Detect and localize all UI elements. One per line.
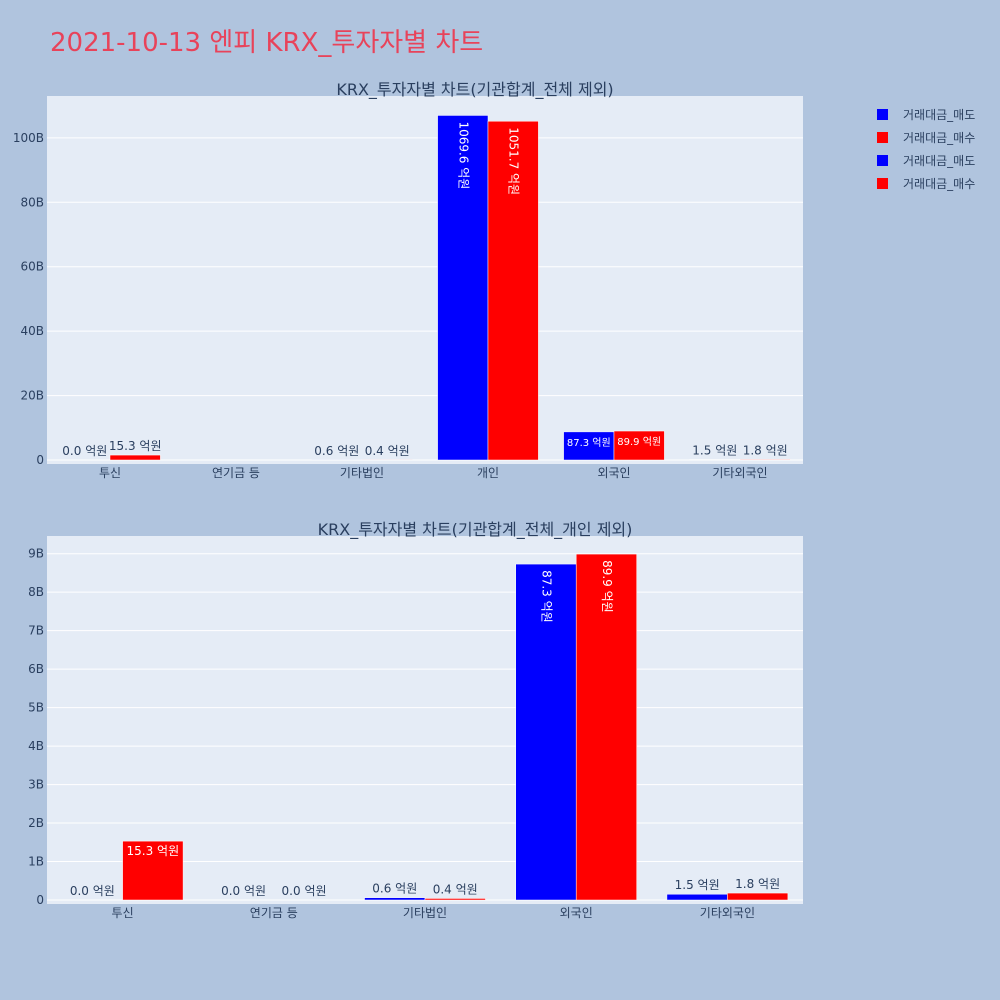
y-tick-label: 20B xyxy=(20,389,44,403)
data-label: 0.6 억원 xyxy=(314,444,359,458)
bar-buy xyxy=(727,892,789,901)
chart-title: KRX_투자자별 차트(기관합계_전체_개인 제외) xyxy=(318,520,633,540)
legend-swatch xyxy=(877,132,888,143)
bar-sell xyxy=(515,563,577,901)
data-label: 1.5 억원 xyxy=(675,878,720,892)
chart-1: 0 20B 40B 60B 80B 100B KRX_투자자별 차트(기관합계_전체 제외)… xyxy=(13,80,803,480)
y-tick-label: 0 xyxy=(36,893,44,907)
plot-area xyxy=(47,96,803,464)
x-tick-label: 투신 xyxy=(99,466,121,480)
data-label: 89.9 억원 xyxy=(600,560,614,613)
y-tick-label: 80B xyxy=(20,195,44,209)
legend-item: 거래대금_매도 xyxy=(877,154,975,168)
bar-buy xyxy=(575,553,637,901)
legend-label: 거래대금_매수 xyxy=(903,177,975,191)
x-tick-label: 기타외국인 xyxy=(712,466,767,480)
bar-buy xyxy=(487,120,539,461)
page-title: 2021-10-13 엔피 KRX_투자자별 차트 xyxy=(50,28,484,58)
y-tick-label: 6B xyxy=(28,662,44,676)
legend-swatch xyxy=(877,178,888,189)
y-tick-label: 40B xyxy=(20,324,44,338)
x-tick-label: 개인 xyxy=(477,466,499,480)
legend-item: 거래대금_매도 xyxy=(877,108,975,122)
chart-title: KRX_투자자별 차트(기관합계_전체 제외) xyxy=(336,80,613,100)
legend-label: 거래대금_매도 xyxy=(903,154,975,168)
data-label: 0.0 억원 xyxy=(70,884,115,898)
bar-sell xyxy=(563,431,615,461)
data-label: 1069.6 억원 xyxy=(456,121,470,189)
data-label: 87.3 억원 xyxy=(567,437,611,449)
y-tick-label: 0 xyxy=(36,453,44,467)
data-label: 0.0 억원 xyxy=(221,884,266,898)
legend-item: 거래대금_매수 xyxy=(877,177,975,191)
data-label: 0.0 억원 xyxy=(282,884,327,898)
y-tick-label: 2B xyxy=(28,816,44,830)
legend-swatch xyxy=(877,155,888,166)
x-tick-label: 기타외국인 xyxy=(700,906,755,920)
bar-buy xyxy=(424,898,486,901)
legend-swatch xyxy=(877,109,888,120)
data-label: 0.4 억원 xyxy=(433,882,478,896)
legend-item: 거래대금_매수 xyxy=(877,131,975,145)
bar-sell xyxy=(364,897,426,901)
data-label: 0.6 억원 xyxy=(372,882,417,896)
x-tick-label: 기타법인 xyxy=(403,906,447,920)
data-label: 1.8 억원 xyxy=(743,443,788,457)
x-tick-label: 연기금 등 xyxy=(212,466,260,480)
legend-label: 거래대금_매도 xyxy=(903,108,975,122)
y-tick-label: 60B xyxy=(20,260,44,274)
data-label: 15.3 억원 xyxy=(109,439,162,453)
data-label: 87.3 억원 xyxy=(539,570,553,623)
data-label: 0.0 억원 xyxy=(62,444,107,458)
x-tick-label: 연기금 등 xyxy=(250,906,298,920)
data-label: 1.5 억원 xyxy=(692,444,737,458)
data-label: 1.8 억원 xyxy=(735,877,780,891)
data-label: 15.3 억원 xyxy=(127,844,180,858)
y-tick-label: 8B xyxy=(28,585,44,599)
data-label: 1051.7 억원 xyxy=(507,127,521,195)
y-tick-label: 100B xyxy=(13,131,44,145)
y-tick-label: 9B xyxy=(28,547,44,561)
x-tick-label: 외국인 xyxy=(597,466,630,480)
y-tick-label: 7B xyxy=(28,624,44,638)
x-tick-label: 투신 xyxy=(112,906,134,920)
bar-buy xyxy=(122,840,184,901)
y-tick-label: 3B xyxy=(28,778,44,792)
legend-label: 거래대금_매수 xyxy=(903,131,975,145)
x-tick-label: 외국인 xyxy=(560,906,593,920)
bar-buy xyxy=(739,459,791,461)
bar-buy xyxy=(613,430,665,461)
bar-sell xyxy=(666,893,728,901)
y-tick-label: 4B xyxy=(28,739,44,753)
bar-buy xyxy=(109,454,161,461)
y-tick-label: 1B xyxy=(28,855,44,869)
data-label: 89.9 억원 xyxy=(617,436,661,448)
x-tick-label: 기타법인 xyxy=(340,466,384,480)
data-label: 0.4 억원 xyxy=(365,444,410,458)
y-tick-label: 5B xyxy=(28,701,44,715)
chart-2: 0 1B 2B 3B 4B 5B 6B 7B 8B 9B KRX_투자자별 차트(기관합계_전체_개… xyxy=(28,520,803,920)
